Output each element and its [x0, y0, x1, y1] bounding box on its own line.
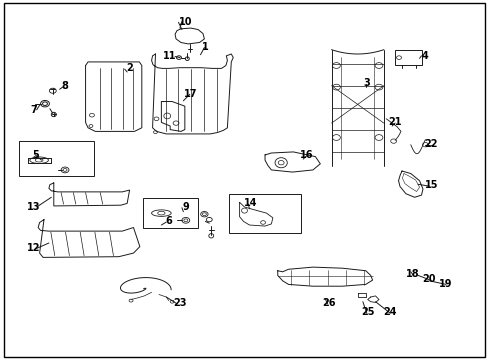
Bar [19, 141, 94, 176]
Text: 5: 5 [32, 150, 39, 160]
Text: 14: 14 [243, 198, 257, 208]
Text: 2: 2 [126, 63, 133, 73]
Text: 10: 10 [179, 17, 192, 27]
Text: 11: 11 [163, 51, 177, 61]
Text: 1: 1 [202, 42, 208, 52]
Text: 22: 22 [424, 139, 437, 149]
Text: 25: 25 [360, 307, 374, 318]
Text: 26: 26 [321, 298, 335, 308]
Bar [228, 194, 301, 233]
Text: 19: 19 [438, 279, 452, 289]
Text: 17: 17 [183, 89, 197, 99]
Text: 24: 24 [383, 307, 396, 318]
Text: 21: 21 [387, 117, 401, 127]
Text: 3: 3 [363, 78, 369, 88]
Text: 12: 12 [26, 243, 40, 253]
Text: 23: 23 [173, 298, 186, 308]
Text: 4: 4 [421, 51, 428, 61]
Text: 16: 16 [300, 150, 313, 160]
Bar [394, 50, 421, 65]
Text: 20: 20 [422, 274, 435, 284]
Text: 13: 13 [26, 202, 40, 212]
Text: 9: 9 [182, 202, 189, 212]
Text: 15: 15 [424, 180, 437, 190]
Bar [142, 198, 197, 228]
Text: 6: 6 [165, 216, 172, 226]
Text: 7: 7 [30, 105, 37, 115]
Text: 18: 18 [406, 269, 419, 279]
Text: 8: 8 [61, 81, 68, 91]
